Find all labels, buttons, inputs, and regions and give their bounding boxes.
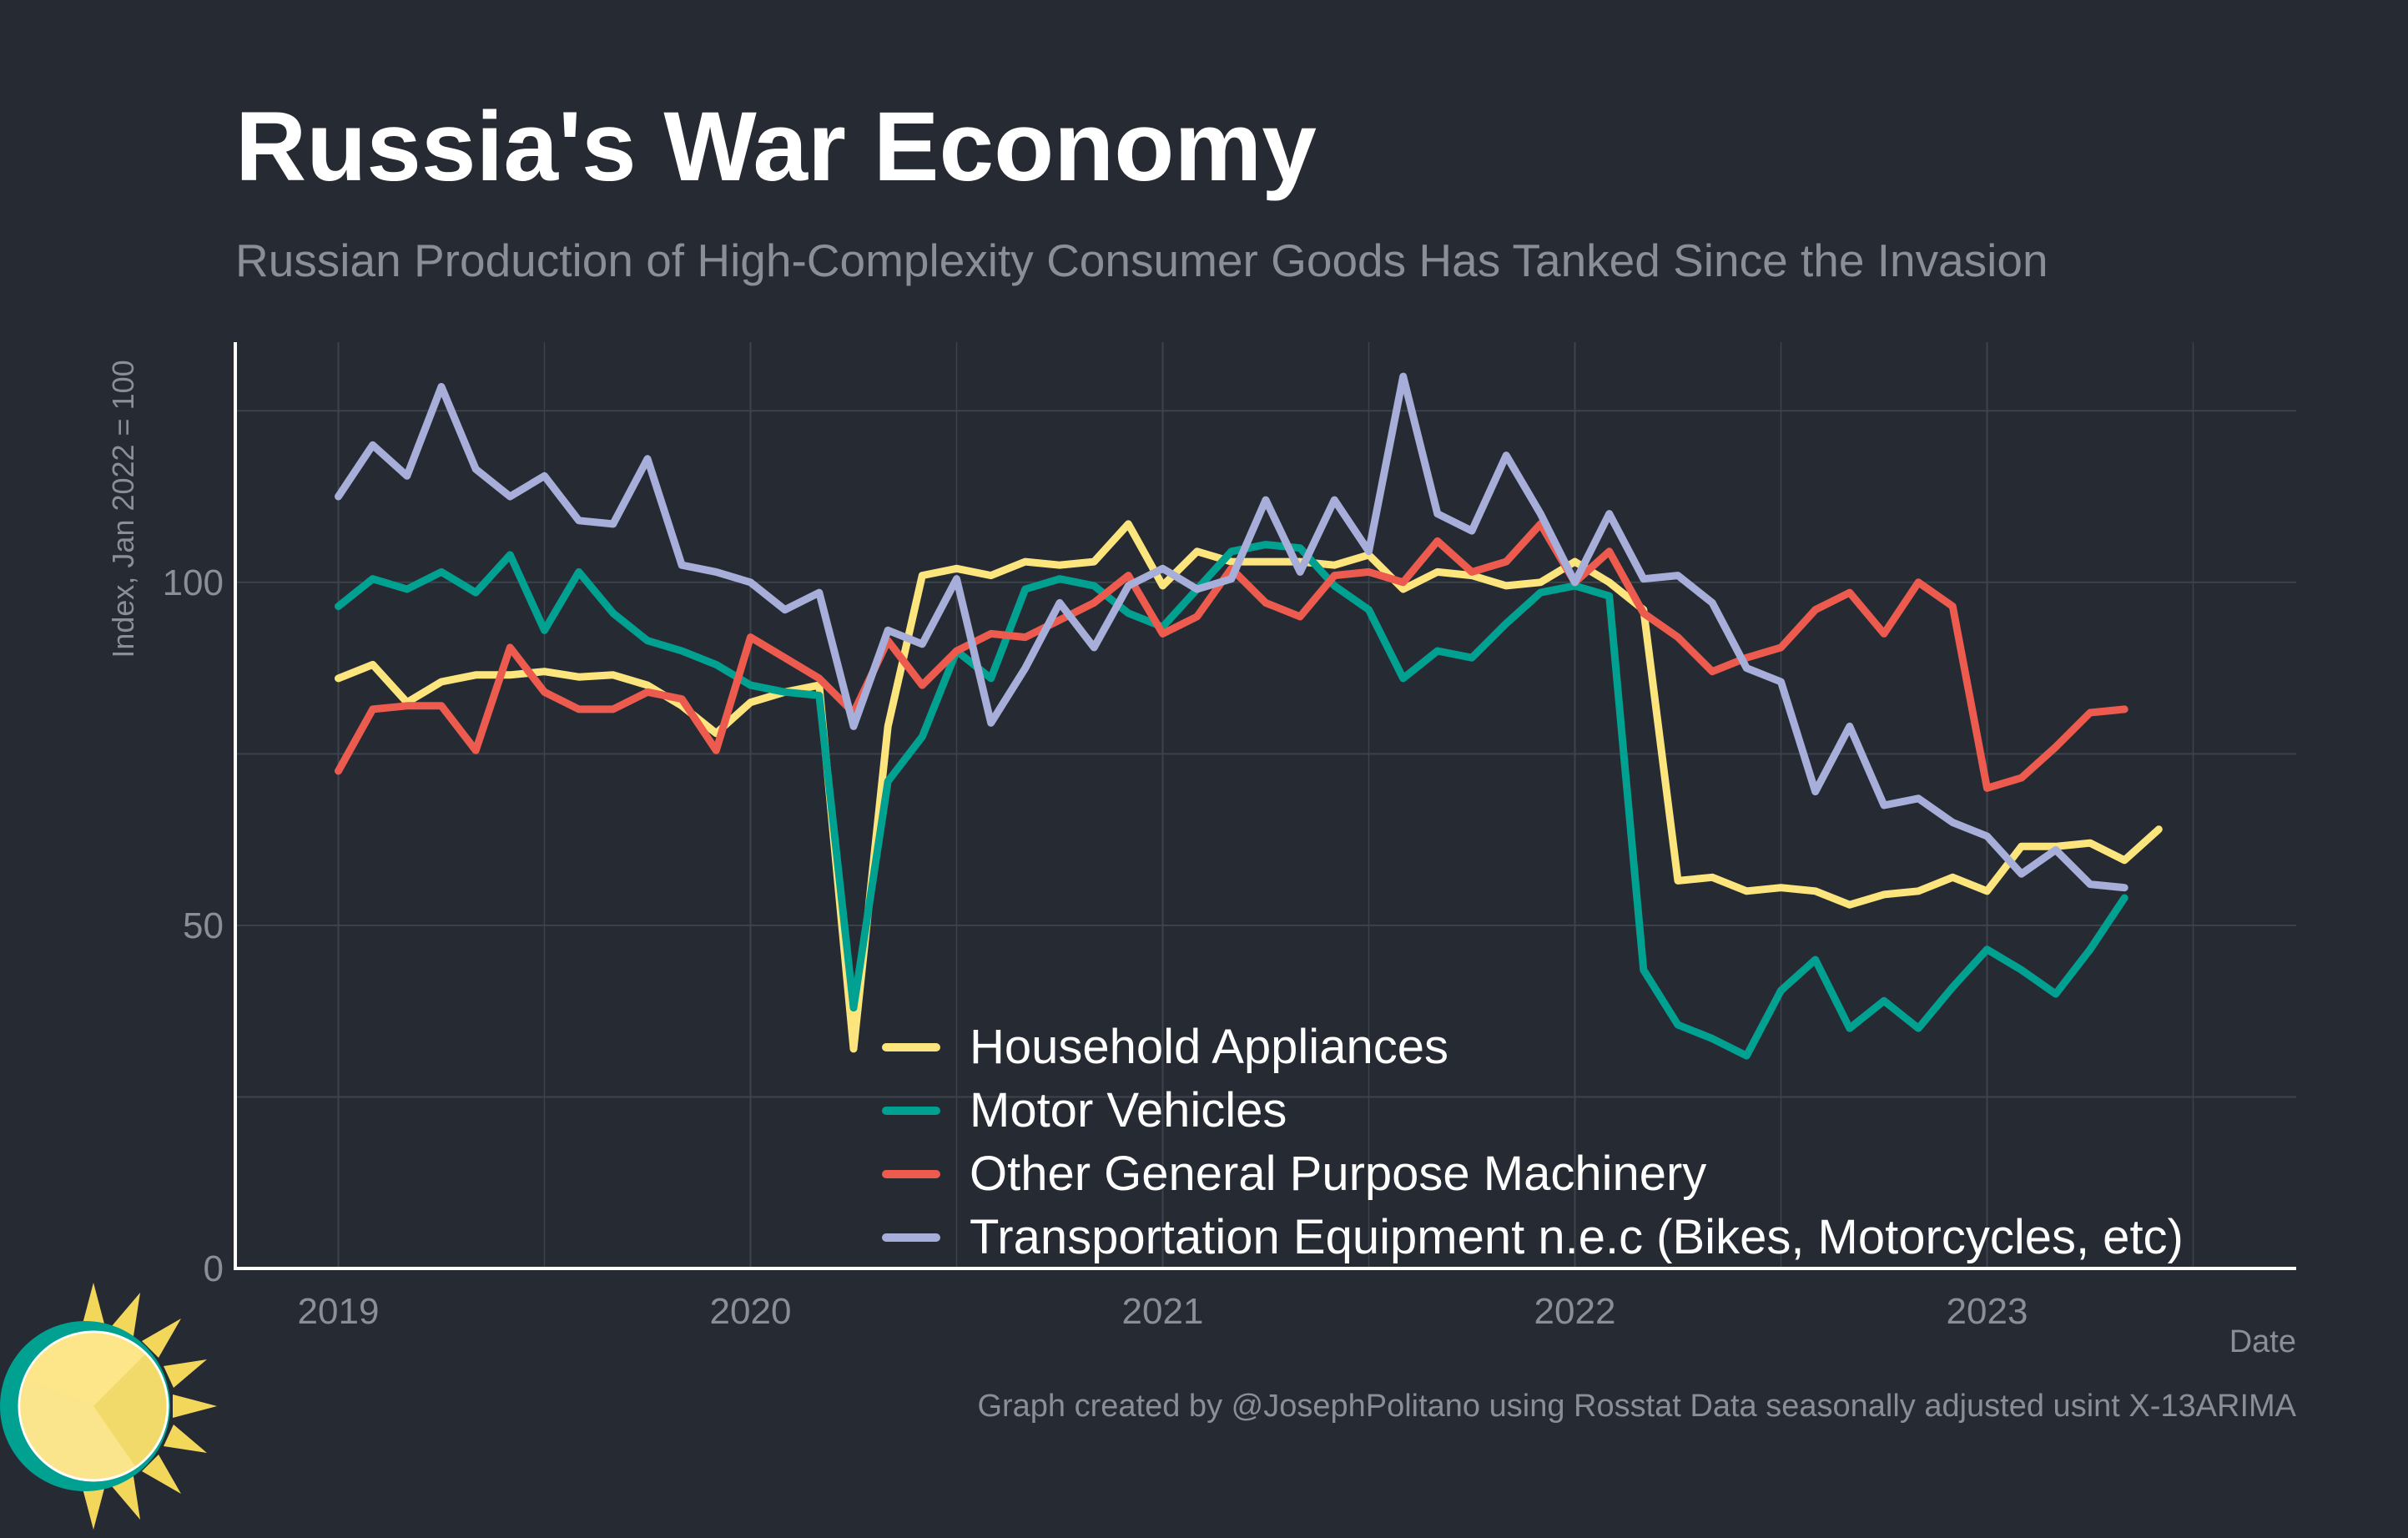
y-tick-label: 0	[204, 1248, 224, 1289]
chart-subtitle: Russian Production of High-Complexity Co…	[235, 234, 2048, 286]
legend: Household Appliances Motor Vehicles Other …	[882, 1020, 2184, 1264]
series-line	[335, 541, 2128, 1060]
x-tick-label: 2021	[1122, 1291, 1204, 1332]
y-tick-label: 50	[183, 905, 224, 946]
series-line	[335, 372, 2128, 892]
legend-label: Motor Vehicles	[970, 1083, 1287, 1137]
series-lines	[335, 372, 2163, 1060]
legend-label: Other General Purpose Machinery	[970, 1147, 1706, 1201]
series-line	[335, 520, 2163, 1053]
sun-logo-icon	[0, 1283, 217, 1530]
axes	[234, 342, 2296, 1270]
x-tick-label: 2019	[298, 1291, 380, 1332]
tick-labels: 0 50 100 2019 2020 2021 2022 2023	[163, 562, 2028, 1332]
chart-title: Russia's War Economy	[235, 92, 1317, 202]
series-line	[335, 520, 2128, 792]
legend-label: Transportation Equipment n.e.c (Bikes, M…	[970, 1210, 2184, 1264]
y-axis-label: Index, Jan 2022 = 100	[106, 360, 140, 658]
x-tick-label: 2023	[1947, 1291, 2028, 1332]
x-tick-label: 2022	[1534, 1291, 1616, 1332]
x-axis-label: Date	[2229, 1324, 2296, 1359]
y-tick-label: 100	[163, 562, 224, 603]
x-tick-label: 2020	[710, 1291, 792, 1332]
source-caption: Graph created by @JosephPolitano using R…	[977, 1389, 2296, 1424]
legend-label: Household Appliances	[970, 1020, 1448, 1074]
